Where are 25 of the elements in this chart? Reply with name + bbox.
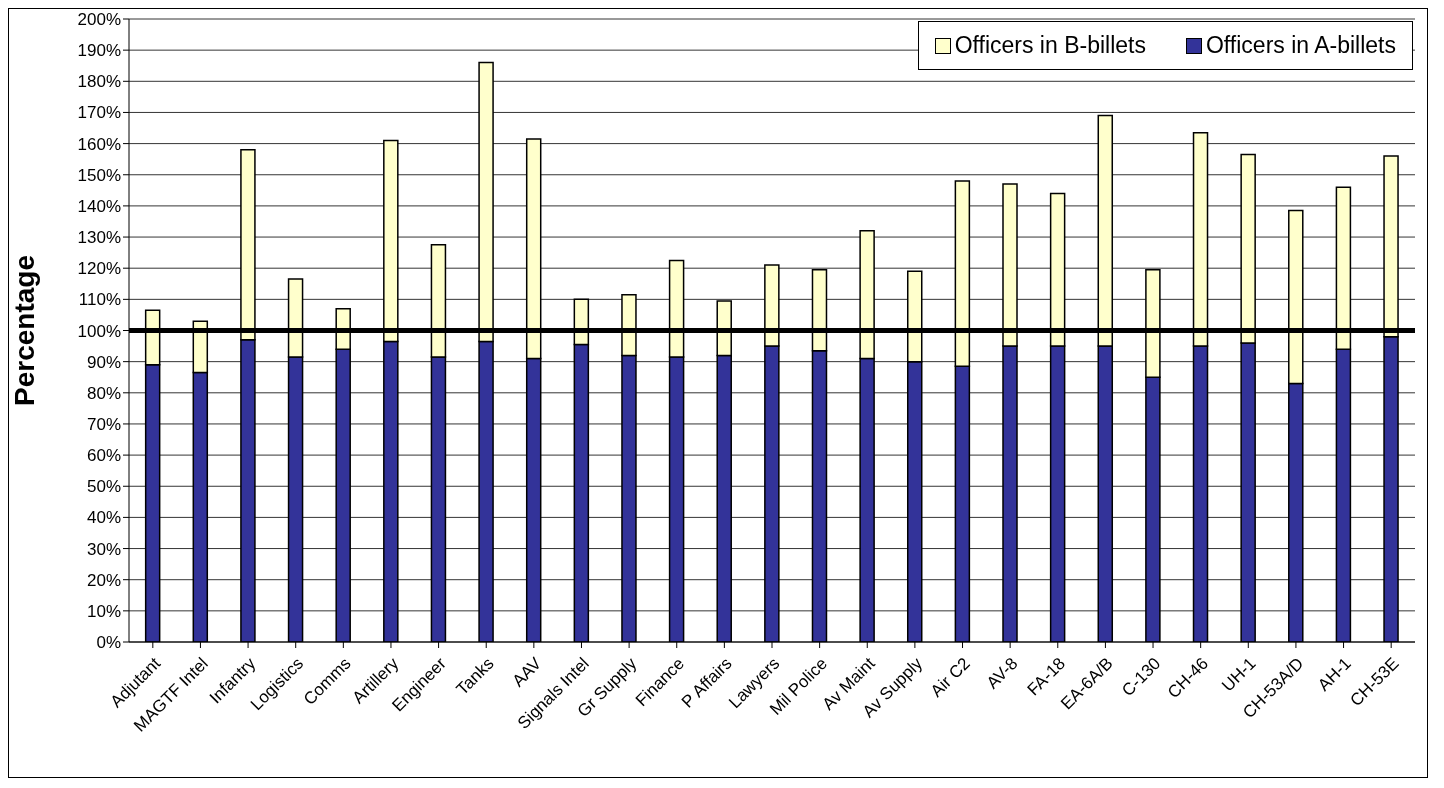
y-tick-label: 50% [86, 477, 121, 497]
y-tick-label: 60% [86, 446, 121, 466]
y-tick-label: 90% [86, 352, 121, 372]
y-tick-label: 0% [96, 633, 121, 653]
y-tick-label: 110% [78, 290, 121, 310]
legend-label: Officers in A-billets [1205, 32, 1396, 59]
y-tick-label: 140% [77, 196, 121, 216]
y-tick-label: 160% [77, 134, 121, 154]
y-tick-label: 190% [77, 41, 121, 61]
legend-label: Officers in B-billets [954, 32, 1146, 59]
y-tick-label: 180% [77, 72, 121, 92]
y-tick-label: 80% [86, 383, 121, 403]
y-axis-title: Percentage [8, 255, 40, 406]
y-tick-label: 20% [86, 570, 121, 590]
y-tick-label: 130% [77, 228, 121, 248]
y-tick-label: 120% [77, 259, 121, 279]
y-tick-label: 70% [86, 414, 121, 434]
y-tick-label: 200% [77, 10, 121, 30]
y-tick-label: 10% [86, 601, 121, 621]
y-tick-label: 40% [86, 508, 121, 528]
x-tick-label: Air C2 [927, 653, 974, 701]
y-tick-label: 170% [77, 103, 121, 123]
y-tick-label: 150% [77, 165, 121, 185]
y-tick-label: 100% [77, 321, 121, 341]
y-tick-label: 30% [86, 539, 121, 559]
